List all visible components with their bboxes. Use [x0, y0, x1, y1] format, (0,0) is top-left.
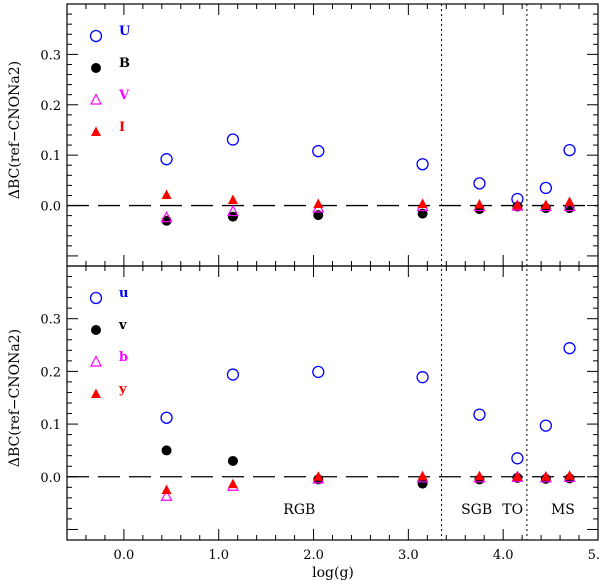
- data-point-u: [416, 371, 429, 384]
- data-point-v: [227, 455, 238, 466]
- data-point-U: [473, 177, 486, 190]
- y-tick-label: 0.2: [40, 365, 61, 380]
- legend-label-V: V: [118, 88, 130, 103]
- top-panel: 0.0 0.1 0.2 0.3 ΔBC(ref−CNONa2) U B V I: [7, 3, 599, 267]
- region-label-rgb: RGB: [283, 502, 315, 518]
- plot-frame: [66, 265, 599, 541]
- data-point-y: [417, 470, 428, 481]
- data-point-u: [312, 365, 325, 379]
- legend-label-I: I: [119, 120, 125, 135]
- y-tick-label: 0.1: [40, 418, 61, 433]
- data-point-I: [417, 198, 428, 209]
- bottom-panel: 0.0 0.1 0.2 0.3 0.0 1.0 2.0 3.0 4.0 5.0 ΔBC(ref−CN…: [7, 265, 600, 563]
- data-point-y: [474, 470, 485, 481]
- data-point-U: [539, 181, 552, 195]
- y-tick-label: 0.3: [40, 313, 61, 328]
- data-point-y: [564, 470, 575, 480]
- data-point-I: [512, 200, 523, 210]
- legend-marker-I: [91, 126, 101, 136]
- region-label-sgb: SGB: [461, 502, 492, 518]
- data-point-y: [512, 471, 523, 481]
- plot-frame: [66, 3, 599, 267]
- x-tick-label: 1.0: [208, 548, 229, 563]
- series-b: [160, 470, 576, 501]
- legend-marker-u: [89, 291, 103, 305]
- legend-marker-B: [91, 63, 101, 73]
- data-point-I: [227, 194, 238, 204]
- data-point-B: [161, 215, 172, 226]
- data-point-U: [160, 153, 173, 166]
- series-y: [161, 470, 575, 494]
- legend-marker-U: [89, 29, 103, 43]
- legend-label-v: v: [118, 318, 127, 333]
- data-point-I: [313, 198, 324, 209]
- data-point-u: [539, 419, 552, 432]
- y-tick-label: 0.1: [40, 149, 61, 164]
- region-labels: RGB SGB TO MS: [283, 502, 575, 518]
- x-axis-title: log(g): [312, 565, 354, 581]
- data-point-u: [563, 342, 576, 355]
- y-tick-label: 0.2: [40, 99, 61, 114]
- series-I: [161, 189, 575, 210]
- y-axis-title: ΔBC(ref−CNONa2): [7, 61, 23, 199]
- data-point-V: [160, 210, 173, 223]
- x-tick-label: 5.0: [588, 548, 600, 563]
- y-tick-label: 0.0: [40, 200, 61, 215]
- legend-marker-y: [91, 388, 101, 398]
- region-label-ms: MS: [551, 502, 575, 518]
- data-point-V: [226, 204, 239, 217]
- data-point-I: [564, 196, 575, 207]
- series-v: [161, 445, 575, 489]
- x-tick-label: 3.0: [398, 548, 419, 563]
- data-point-U: [416, 158, 429, 171]
- data-point-y: [540, 471, 551, 481]
- data-point-I: [474, 199, 485, 209]
- data-point-u: [511, 452, 524, 465]
- legend-label-u: u: [119, 286, 128, 301]
- data-point-v: [161, 445, 172, 456]
- y-tick-label: 0.3: [40, 48, 61, 63]
- data-point-u: [160, 411, 173, 424]
- data-point-U: [563, 143, 576, 157]
- series-U: [160, 133, 576, 206]
- data-point-b: [160, 489, 173, 501]
- legend-label-b: b: [119, 350, 128, 365]
- x-tick-label: 4.0: [493, 548, 514, 563]
- data-point-v: [417, 478, 428, 489]
- x-tick-label: 0.0: [114, 548, 135, 563]
- series-V: [160, 199, 576, 223]
- data-point-B: [227, 211, 238, 222]
- legend-marker-v: [91, 325, 101, 335]
- data-point-y: [313, 471, 324, 481]
- legend-label-B: B: [119, 56, 130, 71]
- legend-label-y: y: [118, 382, 127, 397]
- data-point-u: [226, 368, 240, 381]
- legend-marker-V: [90, 93, 102, 105]
- data-point-U: [226, 133, 240, 146]
- x-tick-label: 2.0: [303, 548, 324, 563]
- data-point-U: [312, 144, 325, 158]
- data-point-y: [227, 478, 238, 489]
- y-tick-label: 0.0: [40, 471, 61, 486]
- y-axis-title: ΔBC(ref−CNONa2): [7, 329, 23, 467]
- data-point-I: [161, 189, 172, 199]
- legend-marker-b: [90, 355, 102, 367]
- series-u: [160, 342, 576, 465]
- region-label-to: TO: [502, 502, 523, 518]
- region-dividers: [441, 4, 528, 540]
- data-point-I: [540, 199, 551, 210]
- data-point-u: [473, 408, 486, 421]
- data-point-y: [161, 484, 172, 494]
- legend-label-U: U: [119, 24, 131, 39]
